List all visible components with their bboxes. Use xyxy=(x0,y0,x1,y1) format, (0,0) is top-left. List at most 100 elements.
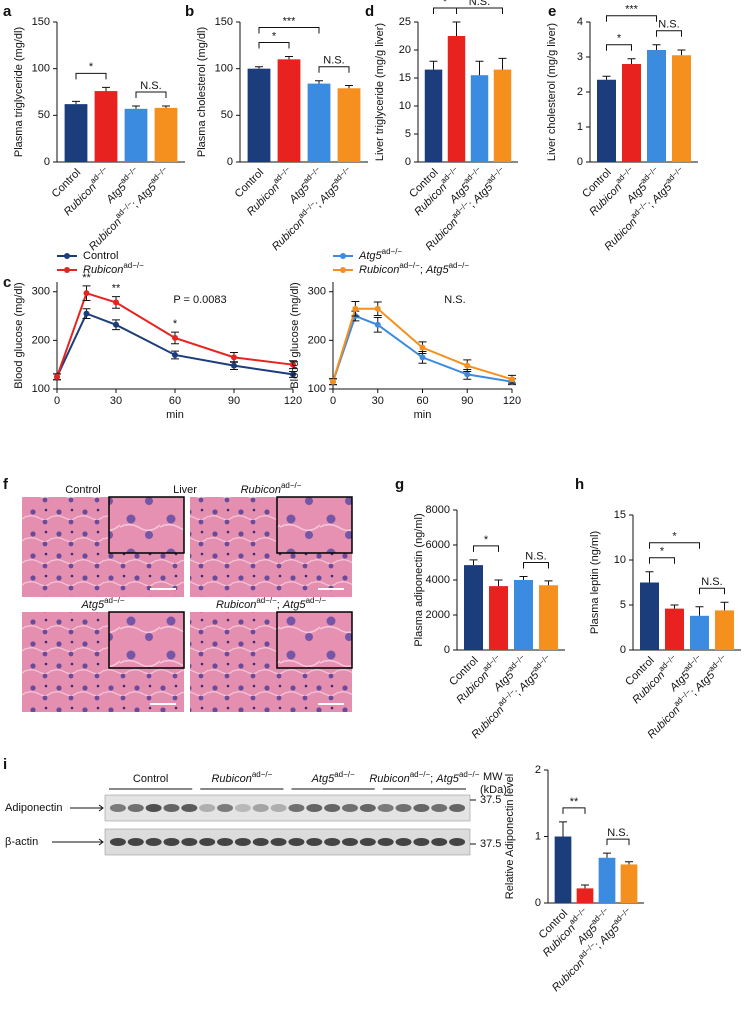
row-label: Adiponectin xyxy=(5,802,63,814)
mw-label: MW xyxy=(483,771,503,783)
blot-band xyxy=(324,838,341,846)
y-tick-label: 5 xyxy=(620,599,626,611)
x-tick-label: 60 xyxy=(416,395,428,407)
error-bar xyxy=(670,604,679,609)
x-axis-label: min xyxy=(414,409,432,421)
blot-band xyxy=(181,804,198,812)
x-tick-label: 0 xyxy=(54,395,60,407)
blot-band xyxy=(359,838,376,846)
data-point xyxy=(83,290,90,297)
x-tick-label: 90 xyxy=(461,395,473,407)
significance-bracket xyxy=(606,838,630,846)
y-axis-label: Plasma leptin (ng/ml) xyxy=(589,531,601,634)
error-bar xyxy=(627,58,636,64)
y-tick-label: 1 xyxy=(535,830,541,842)
error-bar xyxy=(315,80,323,84)
legend-label: Rubiconad−/− xyxy=(83,261,144,276)
y-tick-label: 15 xyxy=(399,72,411,84)
x-tick-label: Rubiconad−/− xyxy=(59,164,113,218)
blot-band xyxy=(449,804,466,812)
significance-label: *** xyxy=(283,15,297,27)
data-point xyxy=(231,362,237,369)
error-bar xyxy=(494,579,503,587)
bar xyxy=(493,69,512,162)
panel-letter: b xyxy=(185,3,194,20)
y-tick-label: 0 xyxy=(620,644,626,656)
data-point xyxy=(464,371,471,378)
y-axis-label: Blood glucose (mg/dl) xyxy=(289,282,301,388)
group-label: Rubiconad−/− xyxy=(211,770,272,785)
blot-band xyxy=(252,804,269,812)
group-label: Control xyxy=(133,773,168,785)
significance-bracket xyxy=(433,7,457,14)
significance-label: * xyxy=(484,534,489,546)
y-axis-label: Relative Adiponectin level xyxy=(504,774,516,899)
histology-inset xyxy=(108,611,185,669)
y-axis-label: Liver triglyceride (mg/g liver) xyxy=(374,23,386,161)
y-tick-label: 8000 xyxy=(426,504,450,516)
x-tick-label: 60 xyxy=(169,395,181,407)
error-bar xyxy=(345,84,353,89)
bar xyxy=(307,83,331,162)
error-bar xyxy=(559,821,567,837)
blot-band xyxy=(127,838,144,846)
blot-band xyxy=(270,804,287,812)
bar xyxy=(64,104,88,162)
data-point xyxy=(374,321,381,328)
panel-title: Rubiconad−/−; Atg5ad−/− xyxy=(216,596,326,611)
data-point xyxy=(172,351,178,358)
y-tick-label: 150 xyxy=(32,16,50,28)
mw-value: 37.5 xyxy=(480,794,501,806)
y-tick-label: 50 xyxy=(221,109,233,121)
bar xyxy=(447,36,466,162)
error-bar xyxy=(652,44,661,50)
y-axis-label: Blood glucose (mg/dl) xyxy=(13,282,25,388)
bar xyxy=(672,55,691,162)
data-point xyxy=(290,361,296,368)
significance-bracket xyxy=(135,91,167,98)
blot-band xyxy=(199,804,216,812)
blot-band xyxy=(217,804,234,812)
blot-band xyxy=(306,838,323,846)
y-tick-label: 4000 xyxy=(426,574,450,586)
panel-title: Control xyxy=(65,484,100,496)
x-axis-label: min xyxy=(166,409,184,421)
significance-bracket xyxy=(258,42,290,49)
data-point xyxy=(172,334,178,341)
error-bar xyxy=(602,75,611,80)
error-bar xyxy=(720,601,729,611)
blot-band xyxy=(127,804,144,812)
y-tick-label: 100 xyxy=(215,63,233,75)
blot-band xyxy=(288,804,305,812)
legend-label: Control xyxy=(83,250,118,262)
y-tick-label: 0 xyxy=(227,156,233,168)
blot-band xyxy=(163,838,180,846)
significance-bracket xyxy=(75,72,107,80)
image-title: Liver xyxy=(173,484,197,496)
y-tick-label: 300 xyxy=(32,286,50,298)
bar xyxy=(665,608,684,650)
significance-label: * xyxy=(617,33,622,45)
data-point xyxy=(509,376,515,383)
series-line xyxy=(56,291,294,378)
blot-band xyxy=(145,838,162,846)
significance-label: N.S. xyxy=(658,19,679,31)
blot-band xyxy=(234,804,251,812)
significance-label: ** xyxy=(82,272,91,284)
blot-band xyxy=(109,804,126,812)
bar xyxy=(597,79,616,162)
y-tick-label: 3 xyxy=(577,51,583,63)
y-tick-label: 2 xyxy=(535,764,541,776)
y-tick-label: 200 xyxy=(308,334,326,346)
significance-bracket xyxy=(656,30,682,37)
histology-inset xyxy=(276,496,353,554)
significance-label: * xyxy=(272,30,277,42)
y-tick-label: 20 xyxy=(399,44,411,56)
y-tick-label: 10 xyxy=(399,100,411,112)
significance-bracket xyxy=(606,44,632,51)
bar xyxy=(690,615,709,650)
bar xyxy=(554,836,572,903)
bar xyxy=(514,580,533,650)
significance-bracket xyxy=(649,557,675,564)
